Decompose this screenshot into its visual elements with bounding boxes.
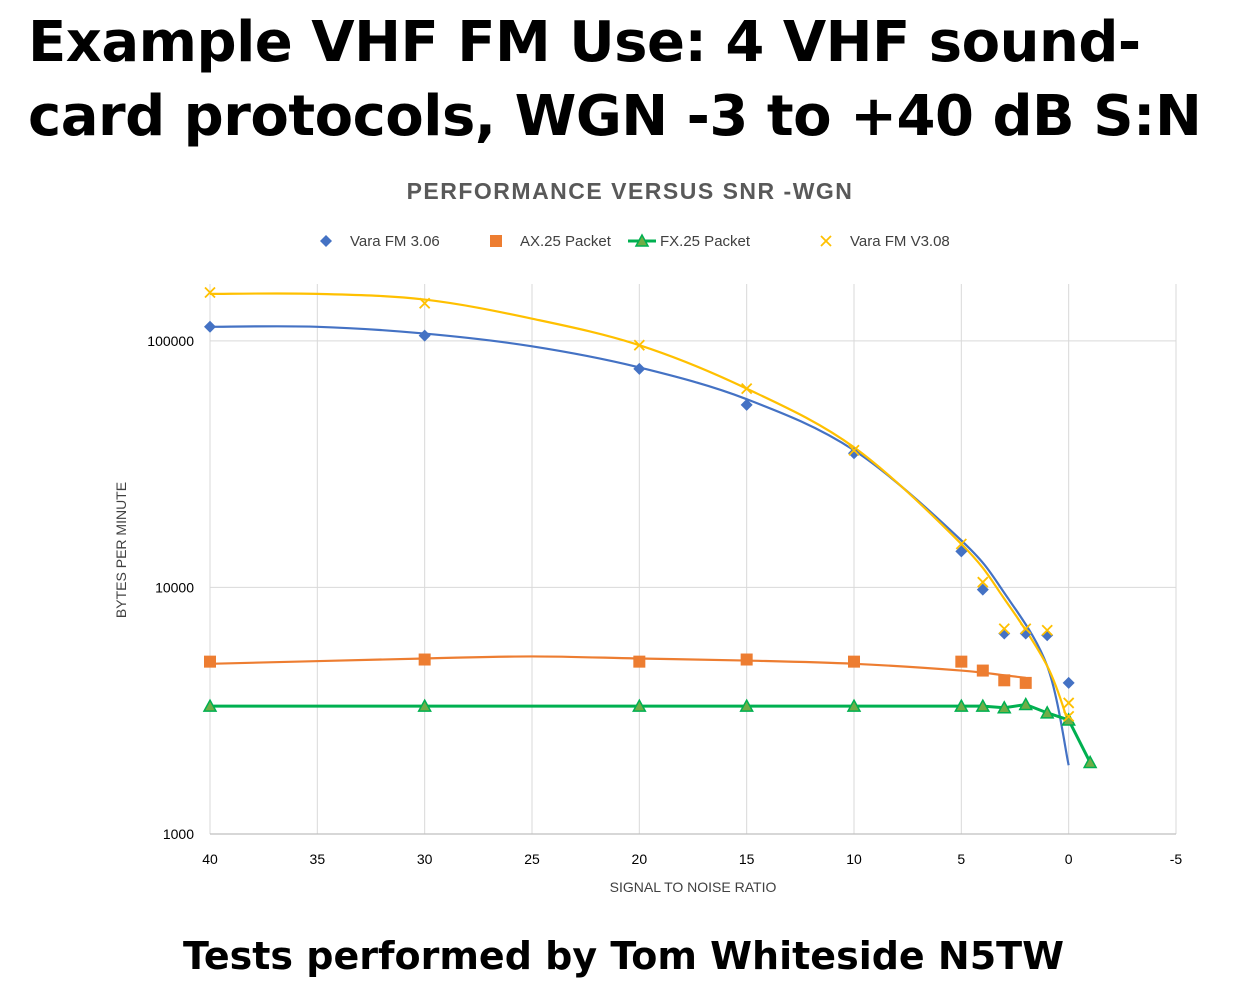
x-tick-label: 15 <box>739 851 755 867</box>
vara-fm-v3-08-point <box>1041 624 1053 636</box>
vara-fm-3-06-legend-label: Vara FM 3.06 <box>350 233 440 250</box>
fx-25-packet-point <box>997 700 1012 714</box>
ax-25-packet-point <box>1019 676 1032 689</box>
x-tick-label: 40 <box>202 851 218 867</box>
y-axis-title: BYTES PER MINUTE <box>113 482 129 618</box>
x-tick-label: 10 <box>846 851 862 867</box>
vara-fm-3-06-point <box>633 362 646 375</box>
vara-fm-v3-08-point <box>848 444 860 456</box>
ax-25-packet-point <box>418 653 431 666</box>
vara-fm-v3-08-point <box>1063 710 1075 722</box>
vara-fm-v3-08-point <box>419 297 431 309</box>
fx-25-packet-point <box>954 698 969 712</box>
fx-25-packet-point <box>1082 754 1098 769</box>
x-tick-label: 25 <box>524 851 540 867</box>
fx-25-packet-point <box>417 698 432 712</box>
footer-credit: Tests performed by Tom Whiteside N5TW <box>182 934 1065 978</box>
vara-fm-3-06-point <box>848 447 860 460</box>
vara-fm-3-06-point <box>976 583 989 596</box>
x-tick-label: 0 <box>1065 851 1073 867</box>
x-tick-label: -5 <box>1170 851 1183 867</box>
vara-fm-v3-08-point <box>741 382 753 395</box>
vara-fm-v3-08-point <box>998 623 1010 635</box>
vara-fm-v3-08-legend-marker <box>820 235 832 247</box>
y-tick-label: 100000 <box>147 333 194 349</box>
performance-chart: PERFORMANCE VERSUS SNR -WGN Vara FM 3.06… <box>113 178 1182 895</box>
fx-25-packet-point <box>846 698 862 712</box>
x-tick-label: 30 <box>417 851 433 867</box>
ax-25-packet-legend-marker <box>490 235 502 247</box>
ax-25-packet-point <box>976 664 989 677</box>
ax-25-packet-legend-label: AX.25 Packet <box>520 233 612 250</box>
vara-fm-v3-08-legend-label: Vara FM V3.08 <box>850 233 950 250</box>
chart-title: PERFORMANCE VERSUS SNR -WGN <box>407 178 854 204</box>
vara-fm-v3-08-point <box>633 339 645 351</box>
ax-25-packet-point <box>955 655 968 668</box>
fx-25-packet-point <box>632 698 647 712</box>
vara-fm-v3-08-trendline <box>209 292 1070 725</box>
vara-fm-v3-08-point <box>977 576 989 588</box>
vara-fm-v3-08-point <box>1020 623 1032 635</box>
x-tick-label: 5 <box>957 851 965 867</box>
y-tick-label: 10000 <box>155 579 194 595</box>
ax-25-packet-point <box>740 653 753 666</box>
fx-25-packet-point <box>975 698 991 712</box>
ax-25-packet-point <box>633 655 646 668</box>
ax-25-packet-point <box>848 655 860 668</box>
fx-25-packet-legend-marker <box>634 233 650 247</box>
chart-grid <box>209 284 1177 835</box>
slide-title: Example VHF FM Use: 4 VHF sound-card pro… <box>28 10 1202 149</box>
ax-25-packet-point <box>998 674 1011 687</box>
vara-fm-3-06-legend-marker <box>320 235 332 247</box>
x-tick-label: 20 <box>632 851 648 867</box>
fx-25-packet-point <box>1039 705 1055 719</box>
fx-25-packet-point <box>739 698 754 712</box>
vara-fm-3-06-point <box>204 320 216 333</box>
x-tick-label: 35 <box>310 851 326 867</box>
chart-legend: Vara FM 3.06 AX.25 Packet FX.25 Packet Vara… <box>320 233 950 250</box>
vara-fm-v3-08-point <box>1063 697 1075 709</box>
vara-fm-3-06-point <box>740 398 753 411</box>
vara-fm-v3-08-point <box>955 538 967 550</box>
fx-25-packet-point <box>1018 696 1033 711</box>
x-axis-title: SIGNAL TO NOISE RATIO <box>610 879 777 895</box>
data-points <box>202 286 1098 769</box>
y-tick-label: 1000 <box>163 826 194 842</box>
ax-25-packet-point <box>204 655 216 668</box>
vara-fm-3-06-point <box>1062 676 1075 689</box>
vara-fm-3-06-point <box>955 545 968 558</box>
axis-ticks: 40 35 30 25 20 15 10 5 0 -5 1000 10000 100000 <box>147 333 1182 867</box>
ax-25-packet-trendline <box>209 655 1026 679</box>
vara-fm-v3-08-point <box>204 286 216 299</box>
fx-25-packet-point <box>202 698 218 712</box>
fx-25-packet-legend-label: FX.25 Packet <box>660 233 751 250</box>
fx-25-packet-line <box>210 702 1092 764</box>
trendlines <box>209 292 1092 766</box>
vara-fm-3-06-point <box>418 329 431 342</box>
